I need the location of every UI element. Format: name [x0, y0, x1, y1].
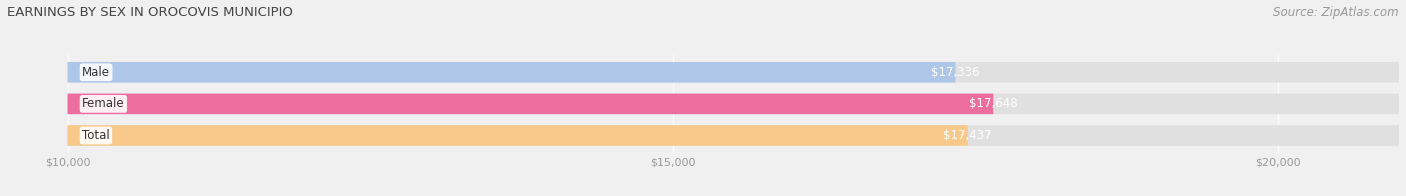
FancyBboxPatch shape: [67, 94, 1399, 114]
Text: Female: Female: [82, 97, 125, 110]
FancyBboxPatch shape: [67, 125, 1399, 146]
Text: $17,437: $17,437: [943, 129, 993, 142]
Text: Male: Male: [82, 66, 110, 79]
Text: EARNINGS BY SEX IN OROCOVIS MUNICIPIO: EARNINGS BY SEX IN OROCOVIS MUNICIPIO: [7, 6, 292, 19]
Text: $17,336: $17,336: [931, 66, 980, 79]
Text: Total: Total: [82, 129, 110, 142]
Text: Source: ZipAtlas.com: Source: ZipAtlas.com: [1274, 6, 1399, 19]
Text: $17,648: $17,648: [969, 97, 1018, 110]
FancyBboxPatch shape: [67, 94, 993, 114]
FancyBboxPatch shape: [67, 125, 967, 146]
FancyBboxPatch shape: [67, 62, 956, 83]
FancyBboxPatch shape: [67, 62, 1399, 83]
